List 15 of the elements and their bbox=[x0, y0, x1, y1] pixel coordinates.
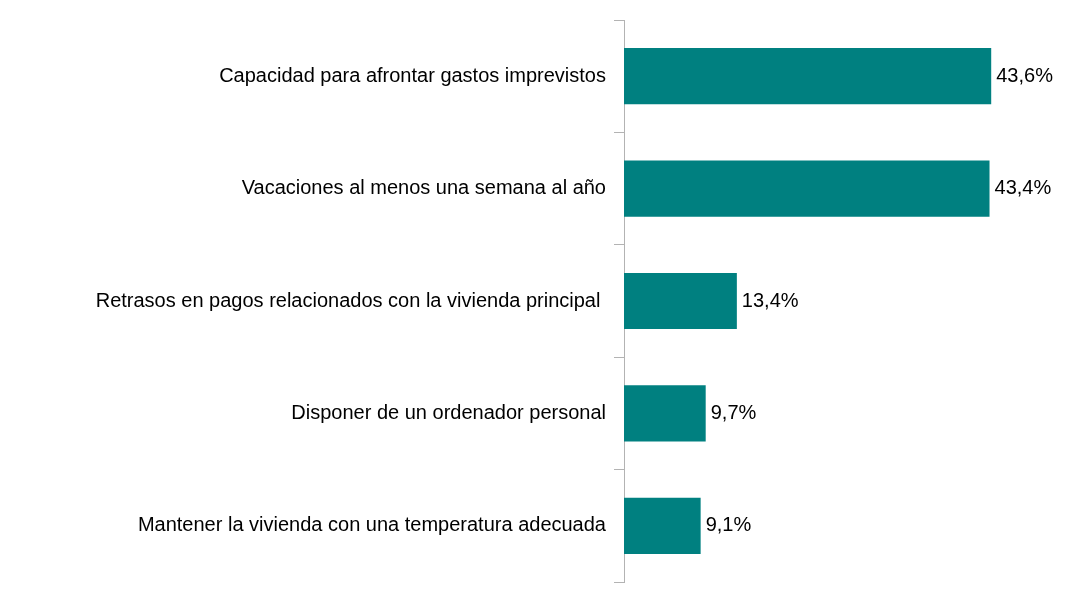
y-tick-label: Retrasos en pagos relacionados con la vivienda principal bbox=[95, 288, 606, 311]
data-label: 9,1% bbox=[705, 513, 752, 536]
data-label: 43,6% bbox=[996, 63, 1054, 86]
bar bbox=[624, 48, 992, 105]
bar bbox=[624, 385, 706, 442]
data-label: 9,7% bbox=[710, 400, 757, 423]
y-tick-label: Vacaciones al menos una semana al año bbox=[241, 176, 606, 199]
bar bbox=[624, 272, 737, 330]
y-tick-label: Capacidad para afrontar gastos imprevistos bbox=[219, 63, 606, 86]
bar bbox=[624, 160, 990, 217]
y-tick-label: Disponer de un ordenador personal bbox=[291, 400, 606, 423]
bar bbox=[624, 497, 701, 554]
data-label: 43,4% bbox=[994, 176, 1052, 199]
y-tick-label: Mantener la vivienda con una temperatura adecuada bbox=[137, 513, 607, 536]
data-label: 13,4% bbox=[741, 288, 799, 311]
